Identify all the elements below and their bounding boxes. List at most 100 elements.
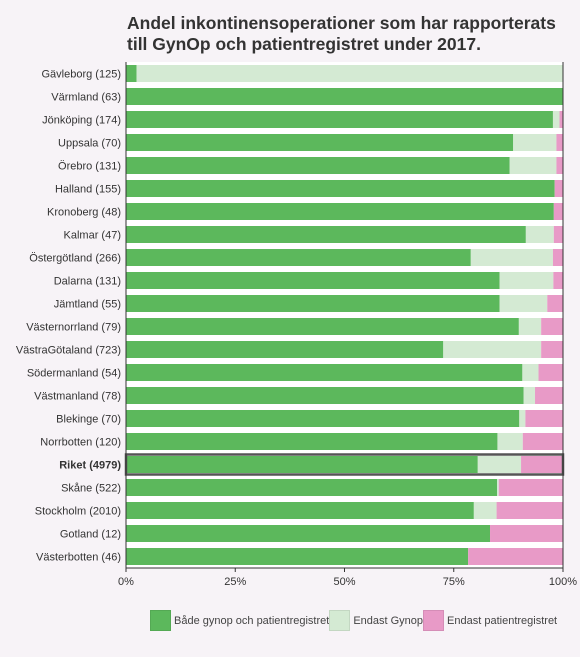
bar-segment-0-11 bbox=[126, 318, 519, 335]
bar-segment-0-3 bbox=[126, 134, 514, 151]
bar-segment-1-4 bbox=[509, 157, 557, 174]
x-tick-label: 50% bbox=[333, 576, 355, 588]
bar-segment-0-16 bbox=[126, 433, 498, 450]
legend-swatch-gynop bbox=[329, 610, 351, 631]
legend-label-both: Både gynop och patientregistret bbox=[174, 614, 330, 627]
x-tick-label: 25% bbox=[224, 576, 246, 588]
bar-segment-0-17 bbox=[126, 456, 478, 473]
bar-segment-1-11 bbox=[518, 318, 542, 335]
bar-segment-2-18 bbox=[498, 479, 563, 496]
chart-title-line-1: Andel inkontinensoperationer som har rap… bbox=[127, 13, 556, 33]
bar-segment-0-8 bbox=[126, 249, 471, 266]
category-label: Riket (4979) bbox=[59, 460, 121, 472]
bar-segment-2-6 bbox=[553, 203, 563, 220]
category-label: Jönköping (174) bbox=[42, 115, 121, 127]
bar-segment-1-12 bbox=[443, 341, 542, 358]
bar-segment-0-19 bbox=[126, 502, 474, 519]
bar-segment-2-13 bbox=[538, 364, 563, 381]
category-label: Västernorrland (79) bbox=[26, 322, 121, 334]
bar-segment-0-0 bbox=[126, 65, 137, 82]
category-label: Gävleborg (125) bbox=[42, 69, 122, 81]
bar-segment-2-3 bbox=[556, 134, 563, 151]
category-label: Halland (155) bbox=[55, 184, 121, 196]
bar-segment-2-17 bbox=[521, 456, 563, 473]
chart-title-line-2: till GynOp och patientregistret under 20… bbox=[127, 34, 481, 54]
bar-segment-0-10 bbox=[126, 295, 500, 312]
category-label: Uppsala (70) bbox=[58, 138, 121, 150]
category-label: Örebro (131) bbox=[58, 161, 121, 173]
bar-segment-2-15 bbox=[525, 410, 563, 427]
category-label: Värmland (63) bbox=[51, 92, 121, 104]
bar-segment-0-1 bbox=[126, 88, 563, 105]
x-tick-label: 0% bbox=[118, 576, 134, 588]
legend-item-patientregistret: Endast patientregistret bbox=[423, 610, 557, 631]
category-label: VästraGötaland (723) bbox=[16, 345, 121, 357]
bar-segment-2-19 bbox=[496, 502, 563, 519]
chart-title: Andel inkontinensoperationer som har rap… bbox=[127, 13, 567, 55]
category-label: Skåne (522) bbox=[61, 483, 121, 495]
category-label: Blekinge (70) bbox=[56, 414, 121, 426]
bar-segment-1-13 bbox=[522, 364, 539, 381]
category-label: Stockholm (2010) bbox=[35, 506, 121, 518]
bar-segment-1-3 bbox=[513, 134, 557, 151]
bar-segment-2-10 bbox=[547, 295, 563, 312]
bar-segment-0-4 bbox=[126, 157, 510, 174]
category-label: Södermanland (54) bbox=[27, 368, 121, 380]
bar-segment-2-5 bbox=[554, 180, 563, 197]
bar-segment-1-2 bbox=[552, 111, 560, 128]
bar-segment-2-9 bbox=[553, 272, 563, 289]
category-label: Västerbotten (46) bbox=[36, 552, 121, 564]
bar-segment-2-11 bbox=[541, 318, 563, 335]
legend-swatch-patientregistret bbox=[423, 610, 445, 631]
category-label: Gotland (12) bbox=[60, 529, 121, 541]
legend-item-both: Både gynop och patientregistret bbox=[150, 610, 329, 631]
bar-segment-1-7 bbox=[525, 226, 554, 243]
category-label: Jämtland (55) bbox=[54, 299, 121, 311]
bar-segment-1-0 bbox=[136, 65, 563, 82]
bar-segment-0-15 bbox=[126, 410, 520, 427]
legend: Både gynop och patientregistret Endast G… bbox=[150, 610, 557, 631]
bar-segment-0-20 bbox=[126, 525, 491, 542]
category-label: Kalmar (47) bbox=[64, 230, 121, 242]
category-label: Dalarna (131) bbox=[54, 276, 121, 288]
bar-segment-0-6 bbox=[126, 203, 554, 220]
bar-segment-0-5 bbox=[126, 180, 555, 197]
bar-segment-1-18 bbox=[497, 479, 499, 496]
bar-segment-2-4 bbox=[556, 157, 563, 174]
bar-segment-2-12 bbox=[541, 341, 563, 358]
bar-segment-2-2 bbox=[559, 111, 563, 128]
bar-segment-1-10 bbox=[499, 295, 548, 312]
bar-segment-1-19 bbox=[473, 502, 497, 519]
category-label: Västmanland (78) bbox=[34, 391, 121, 403]
bar-segment-1-15 bbox=[519, 410, 526, 427]
bar-segment-0-12 bbox=[126, 341, 444, 358]
legend-label-gynop: Endast Gynop bbox=[353, 614, 424, 627]
bar-segment-0-13 bbox=[126, 364, 523, 381]
bar-segment-1-17 bbox=[477, 456, 522, 473]
bar-segment-1-14 bbox=[523, 387, 536, 404]
bar-segment-0-2 bbox=[126, 111, 553, 128]
bar-segment-2-16 bbox=[522, 433, 563, 450]
bar-segment-2-20 bbox=[490, 525, 563, 542]
x-tick-label: 75% bbox=[443, 576, 465, 588]
bar-segment-0-18 bbox=[126, 479, 498, 496]
legend-swatch-both bbox=[150, 610, 171, 631]
legend-label-patientregistret: Endast patientregistret bbox=[447, 614, 558, 627]
bar-segment-0-14 bbox=[126, 387, 524, 404]
category-label: Östergötland (266) bbox=[29, 253, 121, 265]
bar-segment-2-21 bbox=[468, 548, 563, 565]
x-tick-label: 100% bbox=[549, 576, 577, 588]
bar-segment-2-7 bbox=[553, 226, 563, 243]
bar-segment-1-16 bbox=[497, 433, 523, 450]
bar-segment-0-9 bbox=[126, 272, 500, 289]
bar-segment-1-8 bbox=[470, 249, 553, 266]
bar-segment-0-7 bbox=[126, 226, 526, 243]
bar-segment-0-21 bbox=[126, 548, 469, 565]
legend-item-gynop: Endast Gynop bbox=[329, 610, 423, 631]
bar-segment-2-8 bbox=[552, 249, 563, 266]
bar-segment-2-14 bbox=[535, 387, 563, 404]
category-label: Norrbotten (120) bbox=[40, 437, 121, 449]
bar-segment-1-9 bbox=[499, 272, 554, 289]
category-label: Kronoberg (48) bbox=[47, 207, 121, 219]
